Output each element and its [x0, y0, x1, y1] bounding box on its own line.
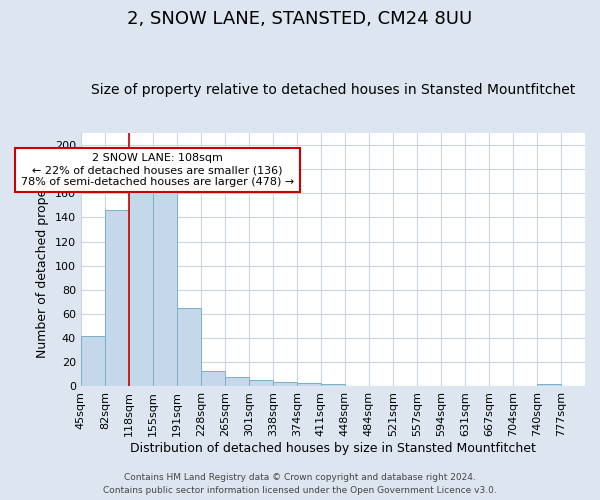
Y-axis label: Number of detached properties: Number of detached properties: [36, 161, 49, 358]
Bar: [129, 186, 153, 386]
Bar: [225, 377, 249, 386]
Bar: [297, 383, 321, 386]
Bar: [321, 384, 345, 386]
Text: 2 SNOW LANE: 108sqm
← 22% of detached houses are smaller (136)
78% of semi-detac: 2 SNOW LANE: 108sqm ← 22% of detached ho…: [21, 154, 294, 186]
Bar: [273, 382, 297, 386]
Title: Size of property relative to detached houses in Stansted Mountfitchet: Size of property relative to detached ho…: [91, 83, 575, 97]
X-axis label: Distribution of detached houses by size in Stansted Mountfitchet: Distribution of detached houses by size …: [130, 442, 536, 455]
Bar: [201, 371, 225, 386]
Bar: [177, 308, 201, 386]
Text: 2, SNOW LANE, STANSTED, CM24 8UU: 2, SNOW LANE, STANSTED, CM24 8UU: [127, 10, 473, 28]
Bar: [81, 336, 105, 386]
Bar: [105, 210, 129, 386]
Bar: [537, 384, 561, 386]
Bar: [249, 380, 273, 386]
Bar: [153, 186, 177, 386]
Text: Contains HM Land Registry data © Crown copyright and database right 2024.
Contai: Contains HM Land Registry data © Crown c…: [103, 474, 497, 495]
